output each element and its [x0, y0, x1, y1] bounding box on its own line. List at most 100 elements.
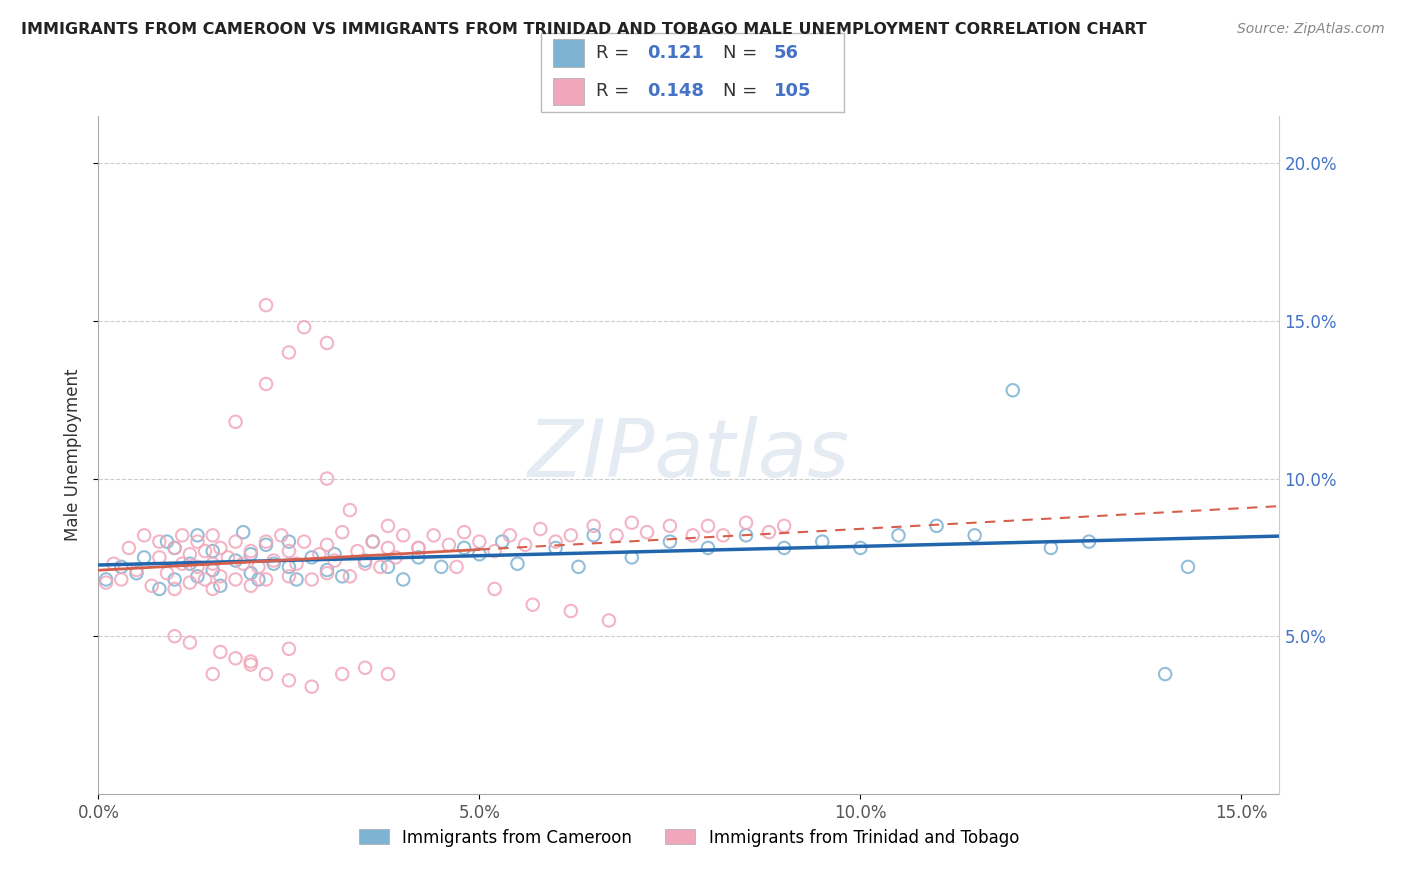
Point	[254, 376, 277, 391]
Point	[263, 553, 285, 567]
Point	[110, 573, 132, 587]
Point	[201, 544, 224, 558]
Point	[392, 573, 415, 587]
Point	[1177, 559, 1199, 574]
Point	[408, 541, 430, 555]
Point	[179, 635, 201, 649]
Point	[560, 604, 582, 618]
Point	[316, 336, 339, 351]
Point	[277, 673, 299, 688]
Legend: Immigrants from Cameroon, Immigrants from Trinidad and Tobago: Immigrants from Cameroon, Immigrants fro…	[359, 829, 1019, 847]
Point	[270, 528, 292, 542]
Point	[697, 541, 720, 555]
Point	[277, 641, 299, 656]
Point	[339, 569, 361, 583]
Point	[277, 569, 299, 583]
Point	[316, 472, 339, 486]
Point	[430, 559, 453, 574]
Point	[330, 569, 353, 583]
Point	[582, 528, 605, 542]
Text: Source: ZipAtlas.com: Source: ZipAtlas.com	[1237, 22, 1385, 37]
Point	[263, 557, 285, 571]
Text: N =: N =	[723, 82, 756, 101]
Point	[163, 573, 186, 587]
Point	[186, 528, 208, 542]
Point	[209, 579, 232, 593]
Point	[346, 544, 368, 558]
Point	[179, 557, 201, 571]
Point	[232, 557, 254, 571]
Point	[186, 559, 208, 574]
Point	[201, 582, 224, 596]
Point	[544, 534, 567, 549]
Point	[201, 557, 224, 571]
Point	[377, 667, 399, 681]
Point	[453, 541, 475, 555]
Point	[658, 534, 681, 549]
Point	[163, 541, 186, 555]
Point	[254, 667, 277, 681]
Point	[254, 573, 277, 587]
FancyBboxPatch shape	[541, 33, 844, 112]
Point	[361, 534, 384, 549]
Point	[118, 541, 141, 555]
Point	[735, 516, 758, 530]
Point	[711, 528, 734, 542]
Point	[225, 573, 247, 587]
Point	[163, 629, 186, 643]
Point	[141, 579, 163, 593]
Point	[682, 528, 704, 542]
Point	[522, 598, 544, 612]
Point	[620, 516, 643, 530]
Point	[1001, 384, 1024, 398]
Text: 0.148: 0.148	[647, 82, 704, 101]
Point	[658, 519, 681, 533]
Point	[582, 519, 605, 533]
Point	[239, 544, 262, 558]
Point	[316, 538, 339, 552]
Point	[277, 544, 299, 558]
Point	[437, 538, 460, 552]
Point	[499, 528, 522, 542]
Point	[225, 415, 247, 429]
Point	[1154, 667, 1177, 681]
Point	[254, 538, 277, 552]
Point	[323, 553, 346, 567]
Point	[1078, 534, 1101, 549]
Point	[422, 528, 444, 542]
Point	[163, 582, 186, 596]
Point	[408, 541, 430, 555]
Point	[201, 563, 224, 577]
Point	[323, 547, 346, 561]
Point	[758, 525, 780, 540]
Point	[529, 522, 551, 536]
Point	[254, 298, 277, 312]
Point	[292, 534, 315, 549]
Point	[285, 573, 308, 587]
Point	[156, 534, 179, 549]
Point	[172, 557, 194, 571]
Point	[94, 573, 117, 587]
Point	[1039, 541, 1062, 555]
Point	[384, 550, 406, 565]
Point	[172, 528, 194, 542]
Point	[239, 655, 262, 669]
Point	[292, 320, 315, 334]
Point	[484, 582, 506, 596]
Point	[392, 528, 415, 542]
Point	[194, 544, 217, 558]
Text: 56: 56	[775, 44, 799, 62]
Point	[194, 573, 217, 587]
Point	[773, 541, 796, 555]
Point	[239, 657, 262, 672]
Point	[506, 557, 529, 571]
Point	[339, 503, 361, 517]
Point	[277, 345, 299, 359]
Point	[887, 528, 910, 542]
Point	[491, 534, 513, 549]
Point	[209, 569, 232, 583]
Point	[301, 550, 323, 565]
Text: R =: R =	[596, 44, 628, 62]
Point	[468, 534, 491, 549]
Point	[254, 534, 277, 549]
